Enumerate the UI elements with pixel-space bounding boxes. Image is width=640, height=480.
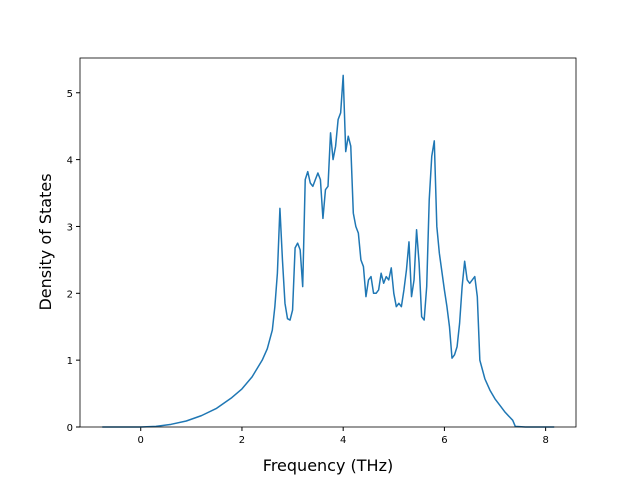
y-axis-label: Density of States: [36, 173, 55, 310]
line-series: [102, 74, 555, 428]
x-tick-label: 6: [441, 435, 447, 446]
x-tick-label: 2: [239, 435, 245, 446]
x-tick-label: 0: [138, 435, 144, 446]
x-axis-label: Frequency (THz): [263, 456, 393, 475]
x-tick-label: 4: [340, 435, 346, 446]
y-tick-label: 4: [67, 156, 73, 167]
x-tick-label: 8: [542, 435, 548, 446]
y-tick-label: 3: [67, 222, 73, 233]
y-tick-label: 5: [67, 89, 73, 100]
y-tick-label: 2: [67, 289, 73, 300]
y-tick-label: 0: [67, 423, 73, 434]
plot-frame: [79, 57, 577, 428]
y-tick-label: 1: [67, 356, 73, 367]
